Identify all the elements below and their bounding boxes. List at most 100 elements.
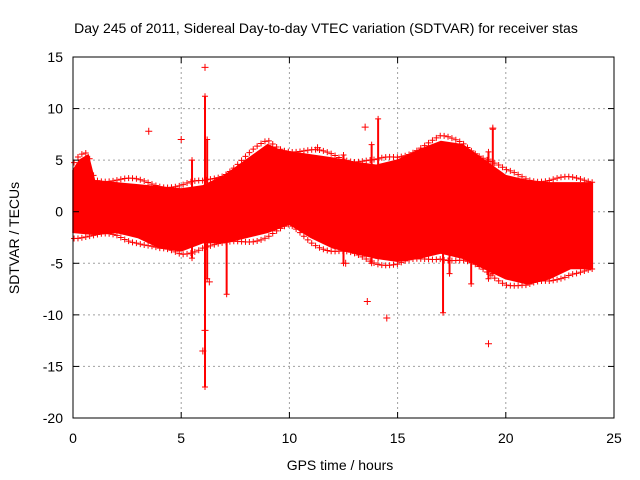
edge-marker — [137, 176, 144, 183]
y-tick-label: 5 — [55, 152, 63, 168]
edge-marker — [472, 150, 479, 157]
spike-end-marker — [223, 172, 230, 179]
data-band — [72, 140, 594, 285]
edge-marker — [94, 231, 101, 238]
edge-marker — [117, 234, 124, 241]
edge-marker — [324, 149, 331, 156]
edge-marker — [129, 239, 136, 246]
edge-marker — [460, 257, 467, 264]
edge-marker — [522, 175, 529, 182]
edge-marker — [141, 178, 148, 185]
edge-marker — [409, 149, 416, 156]
edge-marker — [269, 140, 276, 147]
edge-marker — [480, 155, 487, 162]
edge-marker — [106, 178, 113, 185]
edge-marker — [464, 144, 471, 151]
outlier-point — [145, 127, 153, 135]
edge-marker — [565, 272, 572, 279]
edge-marker — [164, 246, 171, 253]
edge-marker — [133, 240, 140, 247]
edge-marker — [106, 230, 113, 237]
edge-marker — [534, 278, 541, 285]
edge-marker — [569, 271, 576, 278]
edge-marker — [581, 268, 588, 275]
edge-marker — [347, 249, 354, 256]
edge-marker — [335, 154, 342, 161]
spike-end-marker — [189, 255, 196, 262]
edge-marker — [480, 266, 487, 273]
edge-marker — [94, 177, 101, 184]
edge-marker — [308, 240, 315, 247]
edge-marker — [398, 153, 405, 160]
edge-marker — [187, 250, 194, 257]
edge-marker — [226, 168, 233, 175]
edge-marker — [269, 230, 276, 237]
edge-marker — [180, 181, 187, 188]
edge-marker — [343, 248, 350, 255]
spike-end-marker — [440, 309, 447, 316]
edge-marker — [168, 184, 175, 191]
edge-marker — [273, 227, 280, 234]
edge-marker — [573, 270, 580, 277]
edge-marker — [460, 140, 467, 147]
edge-marker — [254, 143, 261, 150]
edge-marker — [74, 154, 81, 161]
edge-marker — [328, 150, 335, 157]
edge-marker — [90, 232, 97, 239]
edge-marker — [254, 238, 261, 245]
edge-marker — [526, 177, 533, 184]
edge-marker — [234, 161, 241, 168]
edge-marker — [332, 152, 339, 159]
edge-marker — [390, 261, 397, 268]
y-tick-label: 0 — [55, 204, 63, 220]
edge-marker — [273, 143, 280, 150]
spike-end-marker — [485, 275, 492, 282]
edge-marker — [172, 183, 179, 190]
outlier-point — [201, 326, 209, 334]
outlier-point — [314, 144, 322, 152]
edge-marker — [152, 244, 159, 251]
edge-marker — [557, 275, 564, 282]
edge-marker — [456, 138, 463, 145]
edge-marker — [145, 179, 152, 186]
edge-marker — [113, 232, 120, 239]
edge-marker — [141, 241, 148, 248]
edge-marker — [441, 132, 448, 139]
edge-marker — [219, 239, 226, 246]
edge-marker — [289, 223, 296, 230]
outlier-point — [363, 297, 371, 305]
edge-marker — [589, 179, 596, 186]
edge-marker — [195, 247, 202, 254]
edge-marker — [172, 248, 179, 255]
edge-marker — [117, 176, 124, 183]
edge-marker — [78, 151, 85, 158]
edge-marker — [402, 257, 409, 264]
outlier-point — [342, 259, 350, 267]
edge-marker — [137, 241, 144, 248]
edge-marker — [207, 242, 214, 249]
edge-marker — [569, 174, 576, 181]
edge-marker — [160, 245, 167, 252]
edge-marker — [82, 233, 89, 240]
spike-end-marker — [446, 167, 453, 174]
spike-end-marker — [368, 260, 375, 267]
edge-marker — [277, 146, 284, 153]
edge-marker — [499, 164, 506, 171]
edge-marker — [406, 256, 413, 263]
edge-marker — [277, 225, 284, 232]
edge-marker — [297, 229, 304, 236]
edge-marker — [445, 133, 452, 140]
edge-marker — [554, 276, 561, 283]
edge-marker — [324, 247, 331, 254]
edge-marker — [546, 278, 553, 285]
edge-marker — [526, 280, 533, 287]
edge-marker — [491, 275, 498, 282]
edge-marker — [503, 282, 510, 289]
y-tick-label: -10 — [43, 307, 63, 323]
edge-marker — [355, 251, 362, 258]
edge-marker — [250, 146, 257, 153]
edge-marker — [585, 178, 592, 185]
edge-marker — [129, 175, 136, 182]
edge-marker — [550, 277, 557, 284]
outlier-point — [489, 124, 497, 132]
